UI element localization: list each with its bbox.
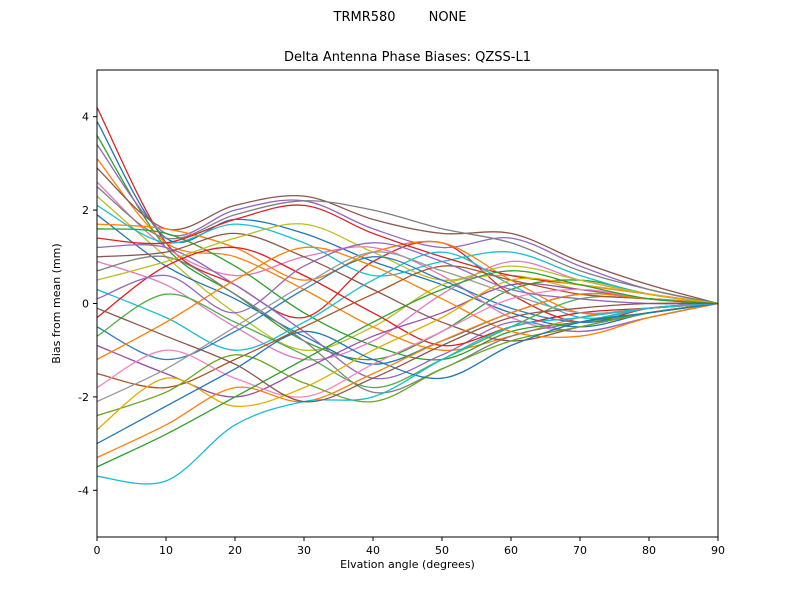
series-line <box>97 186 718 305</box>
series-line <box>97 223 718 305</box>
x-tick-label: 20 <box>228 544 242 557</box>
series-line <box>97 135 718 361</box>
series-lines <box>97 107 718 485</box>
series-line <box>97 242 718 314</box>
series-line <box>97 265 718 389</box>
axes-title: Delta Antenna Phase Biases: QZSS-L1 <box>284 50 531 65</box>
series-line <box>97 302 718 445</box>
series-line <box>97 302 718 485</box>
y-tick-label: -4 <box>78 484 89 497</box>
series-line <box>97 228 718 361</box>
series-line <box>97 277 718 431</box>
y-axis-label: Bias from mean (mm) <box>50 243 63 364</box>
series-line <box>97 302 718 417</box>
series-line <box>97 204 718 305</box>
x-tick-label: 90 <box>711 544 725 557</box>
x-tick-label: 70 <box>573 544 587 557</box>
series-line <box>97 244 718 380</box>
series-line <box>97 167 718 305</box>
axes-frame <box>96 69 719 538</box>
x-axis-label: Elvation angle (degrees) <box>340 558 475 571</box>
y-tick-label: -2 <box>78 391 89 404</box>
x-tick-label: 50 <box>435 544 449 557</box>
x-tick-label: 0 <box>94 544 101 557</box>
x-tick-label: 40 <box>366 544 380 557</box>
y-tick-label: 2 <box>82 204 89 217</box>
series-line <box>97 246 718 347</box>
x-tick-label: 60 <box>504 544 518 557</box>
x-tick-label: 80 <box>642 544 656 557</box>
series-line <box>97 292 718 459</box>
series-line <box>97 251 718 351</box>
series-line <box>97 246 718 361</box>
series-line <box>97 158 718 351</box>
series-line <box>97 282 718 398</box>
series-line <box>97 144 718 305</box>
y-tick-label: 4 <box>82 111 89 124</box>
x-tick-label: 10 <box>159 544 173 557</box>
figure-suptitle: TRMR580 NONE <box>333 10 467 25</box>
y-tick-label: 0 <box>82 298 89 311</box>
x-tick-label: 30 <box>297 544 311 557</box>
series-line <box>97 302 718 403</box>
series-line <box>97 288 718 398</box>
series-line <box>97 270 718 468</box>
